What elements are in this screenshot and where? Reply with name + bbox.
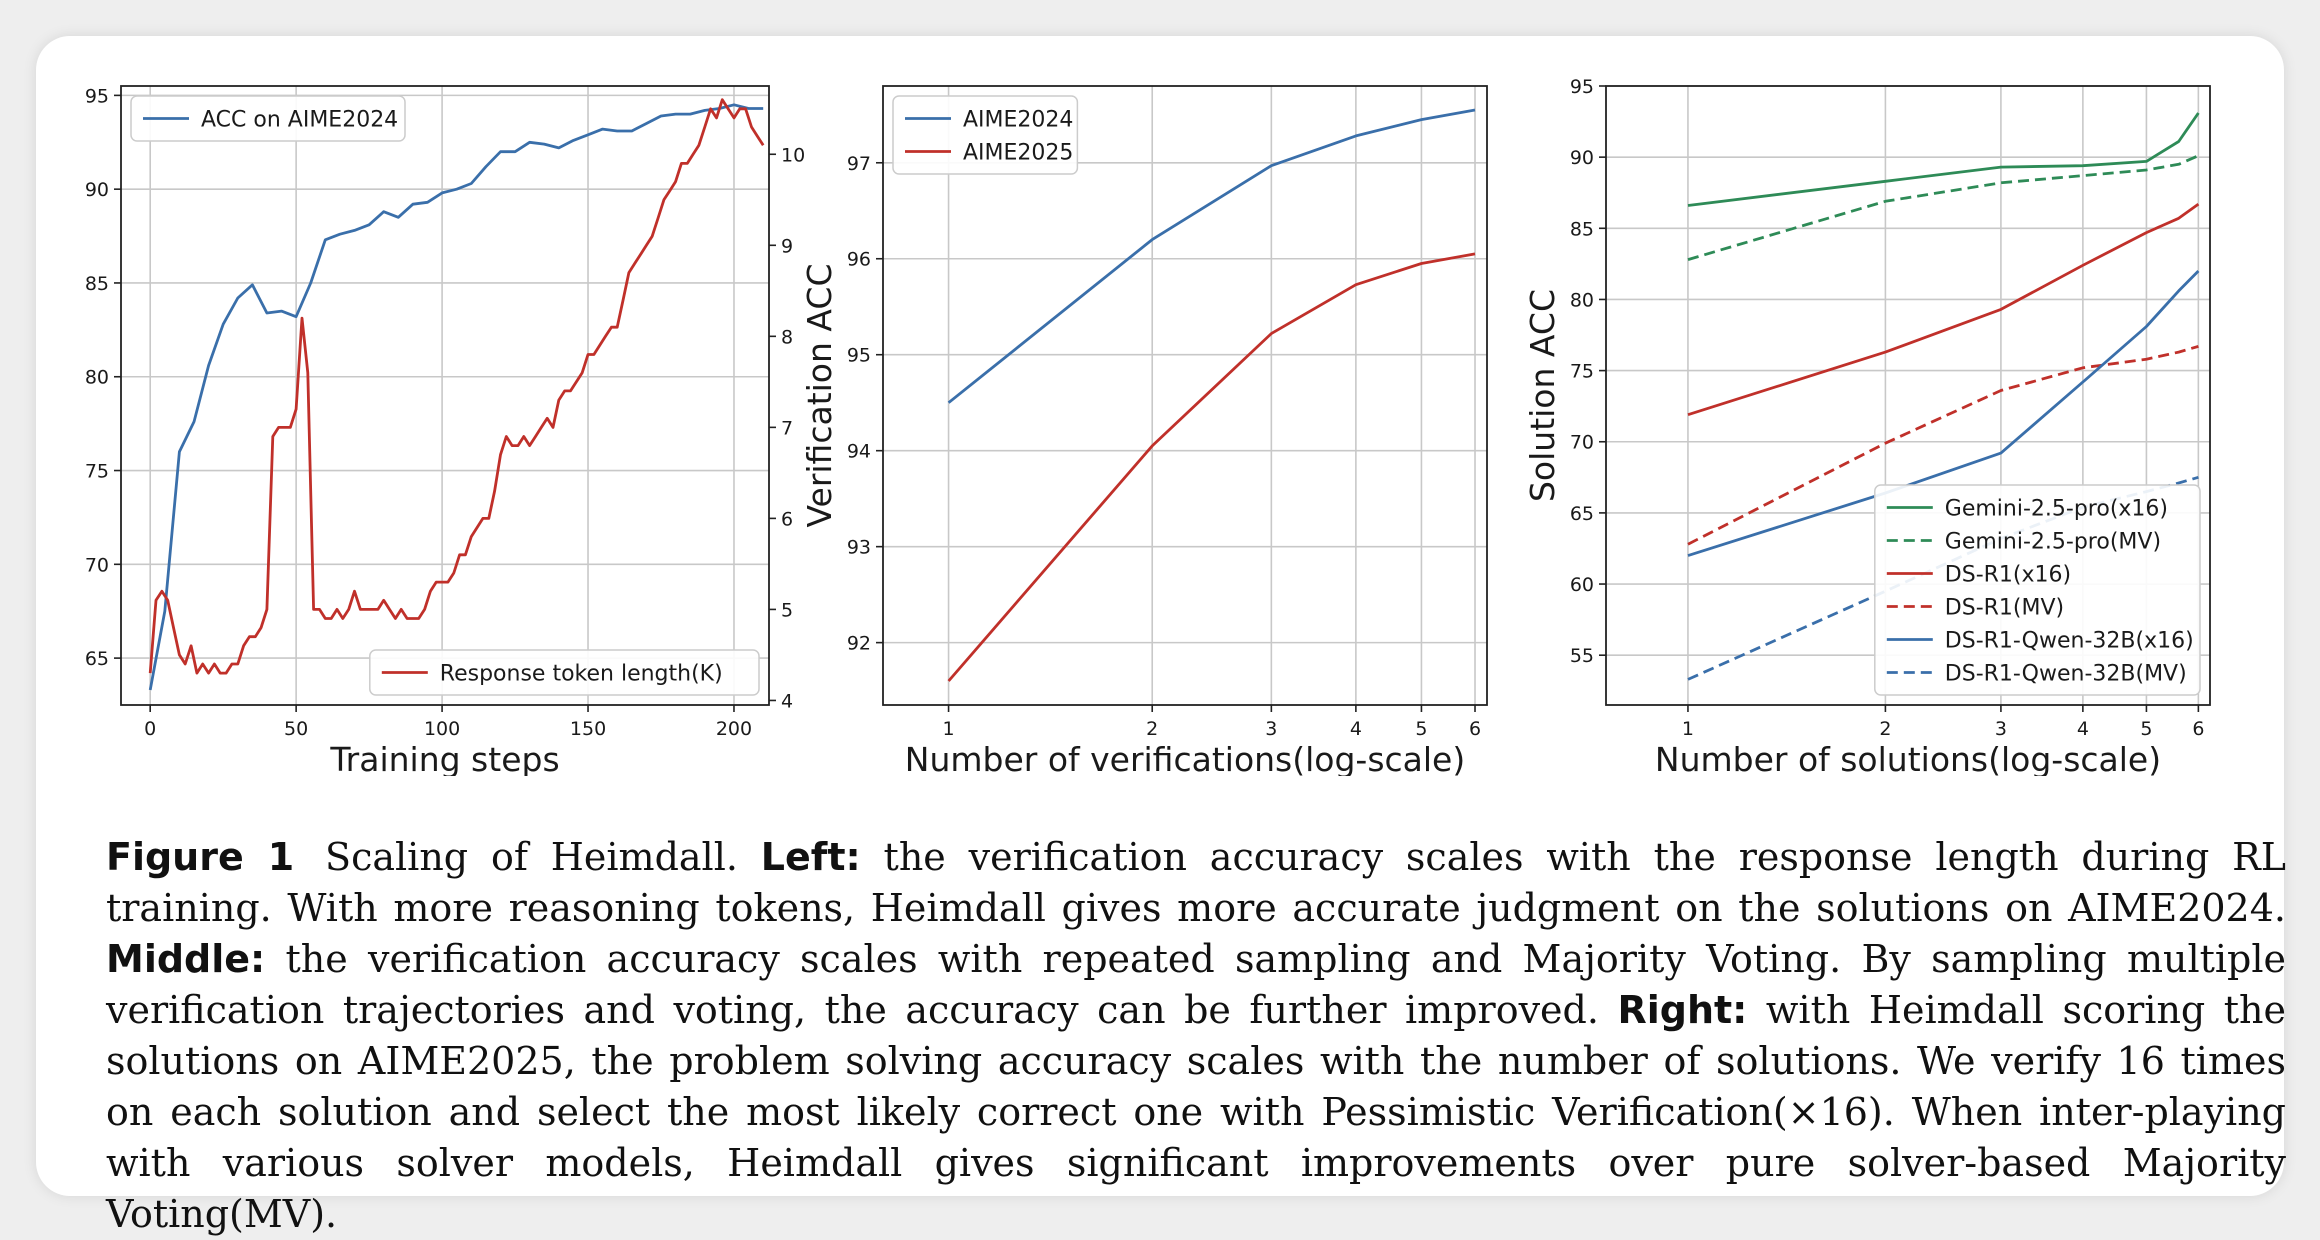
x-tick-label: 1 <box>1682 718 1694 740</box>
caption-right-label: Right: <box>1617 988 1748 1032</box>
x-tick-label: 3 <box>1265 718 1277 740</box>
legend: AIME2024 AIME2025 <box>892 95 1079 175</box>
y-tick-label: 95 <box>1570 76 1594 98</box>
figure-card: 0 50 100 150 200 65 70 75 80 85 90 95 4 5 6 7 8 9 10 Traini… <box>36 36 2286 1236</box>
legend-box <box>130 95 406 142</box>
legend-label: DS-R1(x16) <box>1945 563 2071 588</box>
series-line <box>148 103 764 691</box>
y-tick-label: 55 <box>1570 645 1594 667</box>
series-line <box>947 108 1476 404</box>
x-tick-label: 150 <box>570 718 606 740</box>
y-tick-label: 93 <box>847 537 871 559</box>
caption-left-text: the verification accuracy scales with th… <box>106 835 2286 930</box>
y2-tick-label: 6 <box>781 508 793 530</box>
y-tick-label: 94 <box>847 441 871 463</box>
y-tick-label: 80 <box>85 367 109 389</box>
y-tick-label: 60 <box>1570 574 1594 596</box>
series-line <box>148 98 765 675</box>
legend-label: DS-R1-Qwen-32B(x16) <box>1945 629 2194 654</box>
legend: Response token length(K) <box>369 649 760 696</box>
y-tick-label: 95 <box>847 345 871 367</box>
x-tick-label: 2 <box>1879 718 1891 740</box>
x-tick-label: 100 <box>424 718 460 740</box>
y-tick-label: 95 <box>85 85 109 107</box>
series-line <box>1687 202 2200 417</box>
legend: Gemini-2.5-pro(x16) Gemini-2.5-pro(MV) DS-… <box>1874 484 2201 696</box>
chart-panel-3: 1 2 3 4 5 6 55 60 65 70 75 80 85 90 95 Number of soluti… <box>1523 76 2211 776</box>
caption-left-label: Left: <box>760 835 861 879</box>
y2-tick-label: 4 <box>781 690 793 712</box>
x-tick-label: 6 <box>1469 718 1481 740</box>
y-tick-label: 80 <box>1570 289 1594 311</box>
legend-box <box>369 649 760 696</box>
legend: ACC on AIME2024 <box>130 95 406 142</box>
axes-frame <box>882 85 1488 706</box>
y-tick-label: 65 <box>1570 503 1594 525</box>
y-tick-label: 75 <box>1570 361 1594 383</box>
series-line <box>1687 345 2199 546</box>
legend-label: AIME2024 <box>963 108 1073 133</box>
caption-right-text: with Heimdall scoring the solutions on A… <box>106 988 2286 1236</box>
legend-label: Response token length(K) <box>440 662 723 687</box>
y-tick-label: 70 <box>1570 432 1594 454</box>
caption-figure-label: Figure 1 <box>106 835 295 879</box>
legend-label: DS-R1-Qwen-32B(MV) <box>1945 662 2187 687</box>
x-tick-label: 0 <box>144 718 156 740</box>
chart-panel-1: 0 50 100 150 200 65 70 75 80 85 90 95 4 5 6 7 8 9 10 Traini… <box>85 85 805 776</box>
legend-label: Gemini-2.5-pro(x16) <box>1945 497 2168 522</box>
x-tick-label: 5 <box>1415 718 1427 740</box>
y-tick-label: 96 <box>847 249 871 271</box>
y-tick-label: 85 <box>1570 218 1594 240</box>
x-tick-label: 50 <box>284 718 308 740</box>
legend-label: DS-R1(MV) <box>1945 596 2064 621</box>
y2-tick-label: 7 <box>781 417 793 439</box>
x-axis-label: Number of solutions(log-scale) <box>1655 740 2161 776</box>
x-tick-label: 2 <box>1146 718 1158 740</box>
axes-frame <box>120 85 770 706</box>
series-line <box>1687 154 2199 261</box>
x-tick-label: 200 <box>716 718 752 740</box>
y-tick-label: 90 <box>85 179 109 201</box>
y2-tick-label: 9 <box>781 235 793 257</box>
x-tick-label: 4 <box>1350 718 1362 740</box>
legend-label: ACC on AIME2024 <box>201 108 398 133</box>
y-axis-label: Solution ACC <box>1523 289 1562 502</box>
legend-box <box>1874 484 2201 696</box>
y2-tick-label: 10 <box>781 144 805 166</box>
legend-label: Gemini-2.5-pro(MV) <box>1945 530 2161 555</box>
x-tick-label: 6 <box>2192 718 2204 740</box>
y-tick-label: 65 <box>85 648 109 670</box>
y-tick-label: 92 <box>847 633 871 655</box>
legend-label: AIME2025 <box>963 141 1073 166</box>
y-tick-label: 75 <box>85 461 109 483</box>
x-axis-label: Number of verifications(log-scale) <box>905 740 1465 776</box>
y-tick-label: 70 <box>85 554 109 576</box>
series-line <box>1687 112 2200 207</box>
y-tick-label: 90 <box>1570 147 1594 169</box>
axes-frame <box>1605 85 2211 706</box>
y2-tick-label: 5 <box>781 599 793 621</box>
chart-panel-2: 1 2 3 4 5 6 92 93 94 95 96 97 Number of verification… <box>800 85 1488 776</box>
y-axis-label: Verification ACC <box>800 264 839 528</box>
caption-middle-label: Middle: <box>106 937 266 981</box>
y-tick-label: 85 <box>85 273 109 295</box>
y-tick-label: 97 <box>847 153 871 175</box>
caption-middle-text: the verification accuracy scales with re… <box>106 937 2286 1032</box>
figure-caption: Figure 1 Scaling of Heimdall. Left: the … <box>106 832 2286 1240</box>
y2-tick-label: 8 <box>781 326 793 348</box>
legend-box <box>892 95 1079 175</box>
figure-panels: 0 50 100 150 2006570758085909545678910Traini… <box>85 76 2211 776</box>
series-line <box>947 252 1476 682</box>
x-tick-label: 4 <box>2077 718 2089 740</box>
caption-title: Scaling of Heimdall. <box>325 835 738 879</box>
x-tick-label: 3 <box>1995 718 2007 740</box>
x-tick-label: 5 <box>2140 718 2152 740</box>
x-axis-label: Training steps <box>329 740 559 776</box>
x-tick-label: 1 <box>943 718 955 740</box>
